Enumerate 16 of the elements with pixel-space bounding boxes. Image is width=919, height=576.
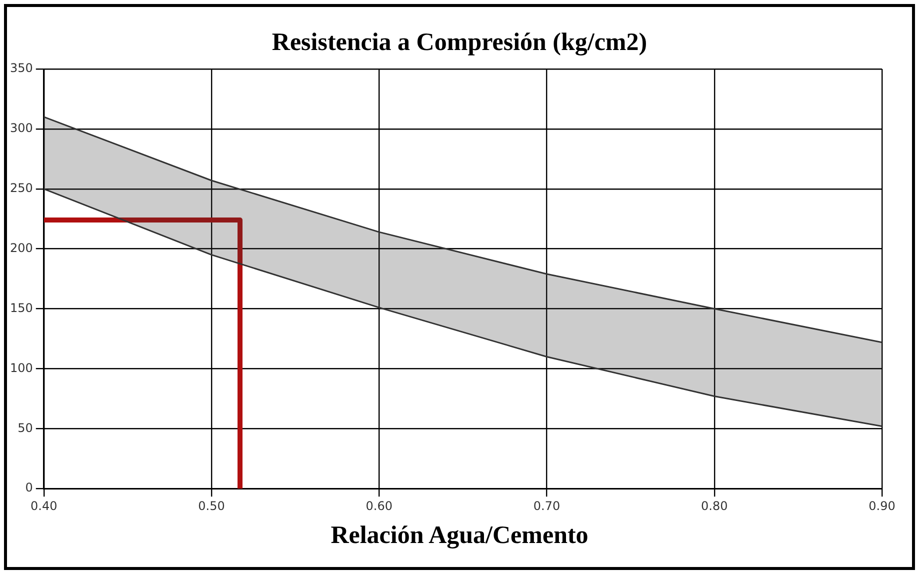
- y-tick-label: 150: [10, 300, 33, 315]
- x-tick-label: 0.70: [533, 498, 560, 513]
- x-tick-label: 0.50: [198, 498, 225, 513]
- x-tick-label: 0.90: [868, 498, 896, 513]
- y-tick-label: 350: [10, 61, 33, 76]
- y-tick-label: 100: [10, 360, 33, 375]
- x-tick-label: 0.80: [701, 498, 728, 513]
- y-tick-label: 300: [10, 121, 33, 136]
- chart-title: Resistencia a Compresión (kg/cm2): [270, 29, 648, 57]
- y-tick-label: 50: [18, 420, 33, 435]
- y-tick-label: 200: [10, 240, 33, 255]
- x-tick-label: 0.60: [366, 498, 392, 513]
- x-tick-label: 0.40: [30, 498, 58, 513]
- y-tick-label: 0: [25, 480, 33, 495]
- y-tick-label: 250: [10, 181, 33, 196]
- x-axis-title: Relación Agua/Cemento: [330, 522, 590, 550]
